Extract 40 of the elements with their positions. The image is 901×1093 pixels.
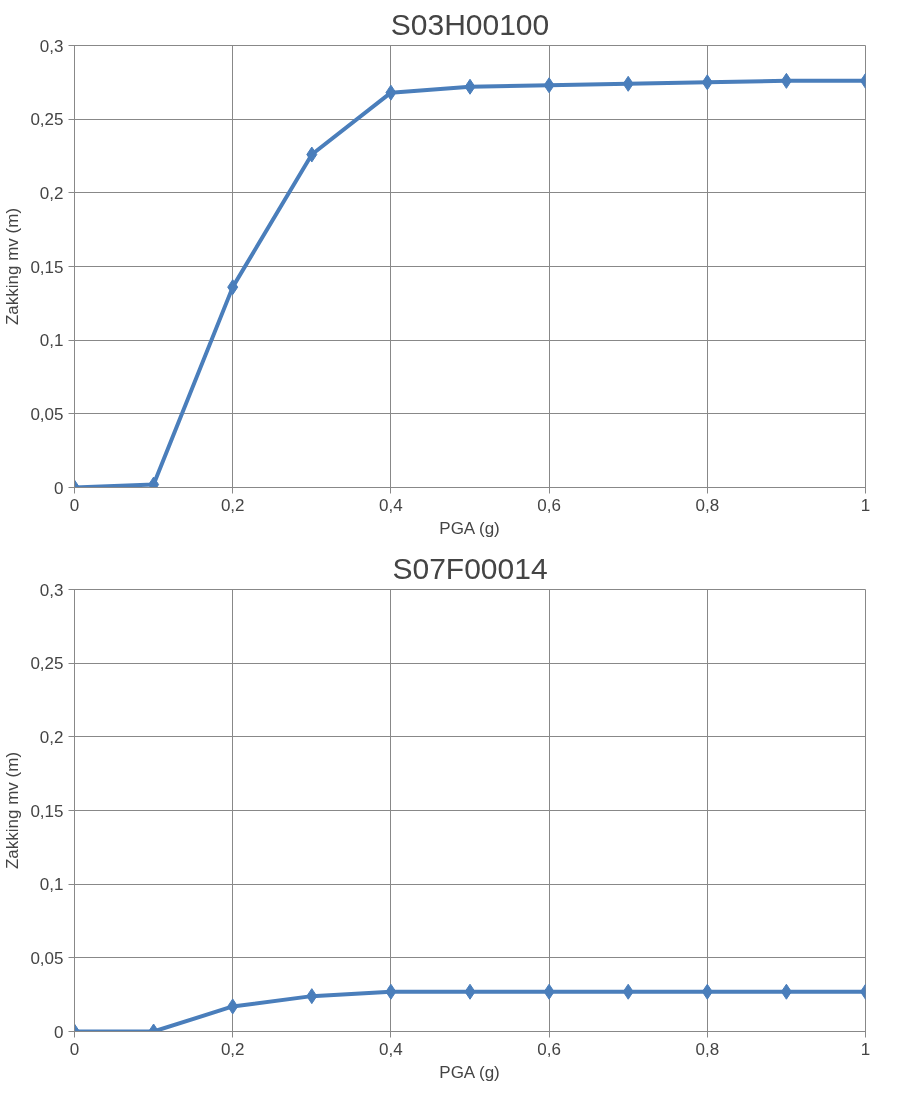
point: [701, 74, 713, 91]
y-axis-title: Zakking mv (m): [3, 751, 23, 870]
y-tick-label: 0,3: [39, 580, 64, 600]
y-tick-label: 0,1: [39, 331, 64, 351]
chart-title: S03H00100: [390, 7, 550, 41]
x-tick-label: 0: [69, 495, 80, 515]
x-tick-label: 1: [860, 1039, 871, 1059]
point: [306, 146, 318, 163]
point: [227, 279, 239, 296]
x-tick-label: 0,8: [695, 495, 720, 515]
x-tick-label: 0,8: [695, 1039, 720, 1059]
y-tick-label: 0,1: [39, 875, 64, 895]
x-axis-title: PGA (g): [439, 1062, 500, 1082]
x-tick-label: 1: [860, 495, 871, 515]
x-tick-label: 0,6: [537, 495, 561, 515]
y-axis-title: Zakking mv (m): [3, 207, 23, 326]
x-tick-label: 0,2: [220, 1039, 245, 1059]
point: [543, 77, 555, 94]
x-tick-label: 0,4: [379, 495, 403, 515]
point: [780, 72, 792, 89]
y-tick-label: 0: [54, 1022, 64, 1042]
x-tick-label: 0,2: [220, 495, 245, 515]
y-tick-label: 0,2: [39, 727, 64, 747]
point: [464, 78, 476, 95]
y-tick-label: 0,25: [30, 654, 64, 674]
y-tick-label: 0,25: [30, 110, 64, 130]
y-tick-label: 0,05: [30, 404, 64, 424]
y-tick-label: 0,05: [30, 948, 64, 968]
x-axis-title: PGA (g): [439, 518, 500, 538]
y-tick-label: 0,2: [39, 183, 64, 203]
x-tick-label: 0,4: [379, 1039, 403, 1059]
y-tick-label: 0: [54, 478, 64, 498]
y-tick-label: 0,15: [30, 257, 64, 277]
point: [622, 75, 634, 92]
point: [385, 84, 397, 101]
x-tick-label: 0,6: [537, 1039, 561, 1059]
y-tick-label: 0,3: [39, 36, 64, 56]
chart-title: S07F00014: [392, 551, 548, 585]
y-tick-label: 0,15: [30, 801, 64, 821]
x-tick-label: 0: [69, 1039, 80, 1059]
